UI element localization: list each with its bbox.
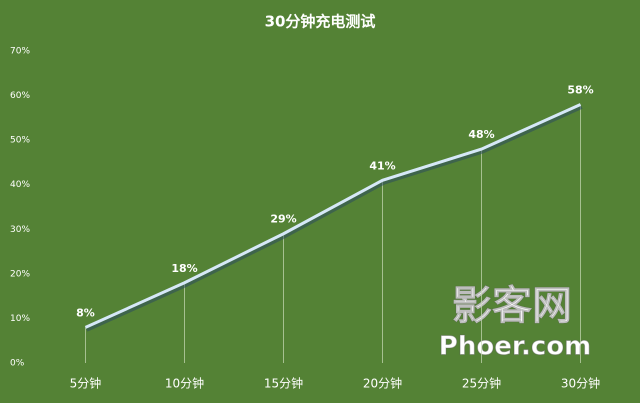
x-tick-label: 25分钟 [462, 376, 501, 391]
chart-title: 30分钟充电测试 [265, 13, 376, 31]
y-tick-label: 70% [10, 47, 30, 57]
x-tick-label: 15分钟 [264, 376, 303, 391]
data-label: 41% [369, 159, 395, 172]
y-tick-label: 10% [10, 314, 30, 324]
watermark-name: 影客网 [452, 283, 572, 329]
data-label: 29% [270, 213, 296, 226]
y-tick-label: 30% [10, 225, 30, 235]
x-tick-label: 30分钟 [561, 376, 600, 391]
y-tick-label: 50% [10, 136, 30, 146]
y-tick-label: 40% [10, 180, 30, 190]
x-tick-label: 10分钟 [165, 376, 204, 391]
data-label: 58% [567, 83, 593, 96]
y-tick-label: 20% [10, 269, 30, 279]
line-shadow [85, 104, 583, 332]
y-tick-label: 60% [10, 91, 30, 101]
data-label: 8% [76, 306, 95, 319]
data-label: 18% [171, 262, 197, 275]
watermark-site: Phoer.com [439, 332, 591, 362]
data-label: 48% [468, 128, 494, 141]
x-tick-label: 5分钟 [70, 376, 102, 391]
x-tick-label: 20分钟 [363, 376, 402, 391]
line [84, 103, 582, 329]
y-tick-label: 0% [10, 359, 25, 369]
